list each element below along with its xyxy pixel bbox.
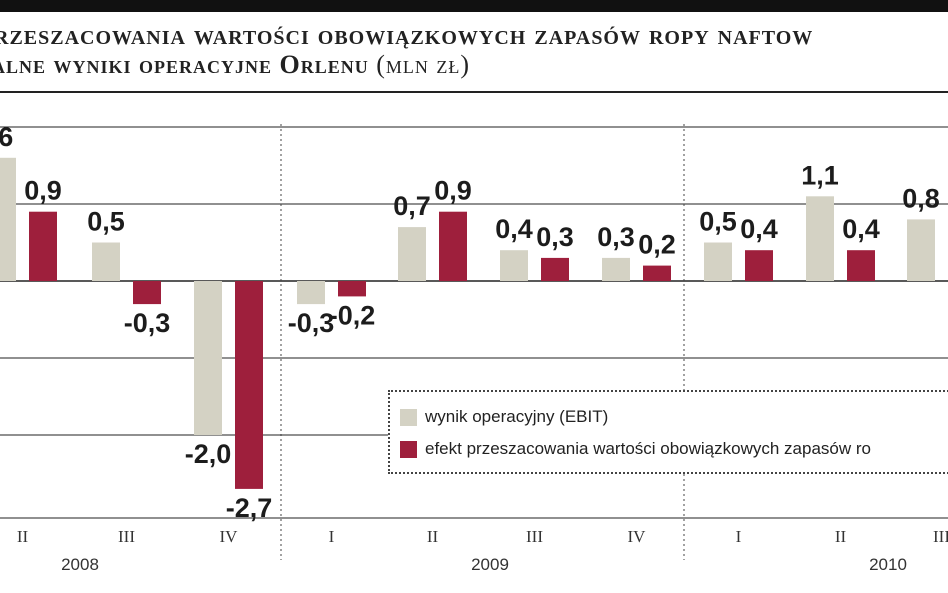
data-label: 0,3 xyxy=(597,222,635,252)
bar-revaluation xyxy=(847,250,875,281)
bar-revaluation xyxy=(29,211,57,281)
chart-subtitle-text: alne wyniki operacyjne Orlenu xyxy=(0,50,369,79)
bar-revaluation xyxy=(745,250,773,281)
bar-revaluation xyxy=(338,281,366,297)
quarter-label: II xyxy=(17,527,29,546)
chart-unit: (mln zł) xyxy=(376,50,471,79)
quarter-label: IV xyxy=(628,527,647,546)
legend-swatch-revaluation xyxy=(400,440,417,458)
chart-subtitle: alne wyniki operacyjne Orlenu (mln zł) xyxy=(0,50,470,80)
bars xyxy=(0,157,935,489)
data-label: -0,3 xyxy=(288,308,335,338)
quarter-label: III xyxy=(933,527,948,546)
bar-revaluation xyxy=(235,281,263,489)
quarter-label: IV xyxy=(220,527,239,546)
data-labels: ,60,5-2,0-0,30,70,40,30,51,10,80,9-0,3-2… xyxy=(0,122,940,523)
legend-label-revaluation: efekt przeszacowania wartości obowiązkow… xyxy=(425,439,871,458)
bar-ebit xyxy=(500,250,528,281)
bar-revaluation xyxy=(133,281,161,305)
data-label: 0,4 xyxy=(740,214,778,244)
data-label: 1,1 xyxy=(801,160,839,190)
data-label: 0,7 xyxy=(393,191,431,221)
data-label: ,6 xyxy=(0,122,13,152)
quarter-label: III xyxy=(526,527,543,546)
legend-swatch-ebit xyxy=(400,408,417,426)
data-label: 0,5 xyxy=(87,207,125,237)
data-label: 0,3 xyxy=(536,222,574,252)
bar-ebit xyxy=(907,219,935,281)
quarter-label: III xyxy=(118,527,135,546)
data-label: 0,4 xyxy=(495,214,533,244)
bar-ebit xyxy=(602,257,630,281)
bar-ebit xyxy=(0,157,16,281)
data-label: -2,0 xyxy=(185,439,232,469)
bar-ebit xyxy=(398,227,426,281)
bar-ebit xyxy=(806,196,834,281)
legend: wynik operacyjny (EBIT) efekt przeszacow… xyxy=(388,390,948,474)
quarter-label: II xyxy=(427,527,439,546)
year-label: 2008 xyxy=(61,555,99,574)
bar-ebit xyxy=(297,281,325,305)
year-label: 2009 xyxy=(471,555,509,574)
data-label: -0,2 xyxy=(329,300,376,330)
bar-ebit xyxy=(194,281,222,435)
data-label: 0,9 xyxy=(434,176,472,206)
bar-ebit xyxy=(92,242,120,281)
bar-ebit xyxy=(704,242,732,281)
bar-revaluation xyxy=(643,265,671,281)
quarter-label: I xyxy=(329,527,335,546)
data-label: 0,2 xyxy=(638,230,676,260)
quarter-label: I xyxy=(736,527,742,546)
legend-item-ebit: wynik operacyjny (EBIT) xyxy=(400,407,608,427)
bar-revaluation xyxy=(541,257,569,281)
data-label: 0,4 xyxy=(842,214,880,244)
year-label: 2010 xyxy=(869,555,907,574)
quarter-label: II xyxy=(835,527,847,546)
data-label: 0,9 xyxy=(24,176,62,206)
data-label: 0,5 xyxy=(699,207,737,237)
legend-label-ebit: wynik operacyjny (EBIT) xyxy=(425,407,609,426)
bar-revaluation xyxy=(439,211,467,281)
data-label: -0,3 xyxy=(124,308,171,338)
chart-title: rzeszacowania wartości obowiązkowych zap… xyxy=(0,20,814,51)
data-label: 0,8 xyxy=(902,183,940,213)
legend-item-revaluation: efekt przeszacowania wartości obowiązkow… xyxy=(400,439,871,459)
top-rule xyxy=(0,0,948,12)
header-rule xyxy=(0,91,948,93)
